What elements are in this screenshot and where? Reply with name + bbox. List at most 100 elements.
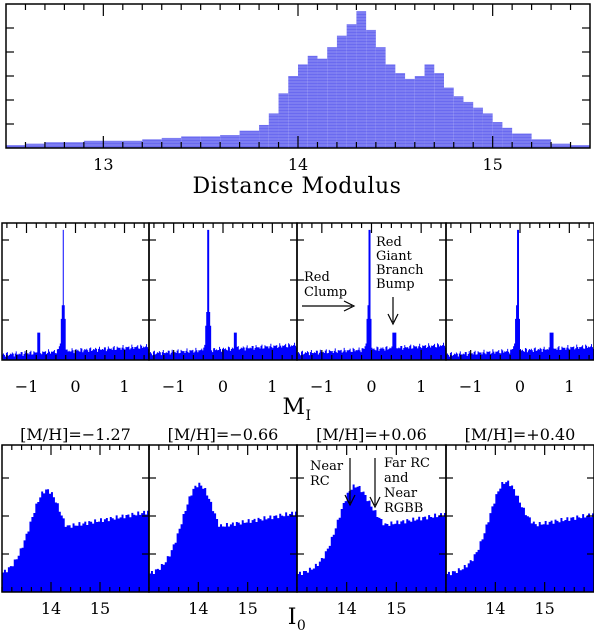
top-bar (434, 73, 444, 148)
metallicity-title: [M/H]=−0.66 (168, 425, 279, 444)
top-bar (239, 130, 260, 148)
mi-panel-3: −1 0 1 (296, 222, 447, 396)
i0-histogram-row: [M/H]=−1.27 14 15 [M/H]=−0.66 14 15 [M/H]=+0.0… (1, 425, 594, 618)
i0-histogram (2, 489, 149, 592)
top-bar (317, 58, 328, 148)
red-clump-arrowhead (343, 300, 356, 312)
top-bar (25, 143, 45, 148)
top-histogram-panel: 13 14 15 Distance Modulus (5, 3, 591, 199)
mi-histogram (297, 229, 446, 360)
x-tick-label: 14 (188, 599, 208, 618)
x-tick-label: 1 (119, 377, 129, 396)
near-rc-label: Near (310, 459, 344, 474)
top-x-tick-label: 13 (93, 155, 113, 174)
top-bar (122, 140, 143, 148)
i0-panel-4: [M/H]=+0.40 14 15 (445, 425, 594, 618)
mi-panel-1: −1 0 1 (1, 222, 150, 396)
rgbb-label: Branch (376, 263, 424, 278)
top-bar (453, 96, 464, 148)
metallicity-title: [M/H]=−1.27 (20, 425, 131, 444)
top-bar (375, 47, 386, 149)
top-bar (220, 135, 240, 148)
x-tick-label: −1 (459, 377, 483, 396)
red-clump-label: Clump (304, 285, 347, 300)
top-bar (366, 29, 376, 149)
x-tick-label: 0 (218, 377, 228, 396)
top-bar (531, 139, 552, 148)
top-x-tick-label: 14 (288, 155, 308, 174)
x-tick-label: −1 (310, 377, 334, 396)
x-tick-label: 1 (564, 377, 574, 396)
x-tick-label: 14 (336, 599, 356, 618)
x-tick-label: 0 (70, 377, 80, 396)
top-bar (161, 137, 182, 148)
top-ticks: 13 14 15 (6, 4, 590, 174)
x-tick-label: 15 (90, 599, 110, 618)
top-bar (327, 47, 337, 149)
x-tick-label: 0 (515, 377, 525, 396)
rgbb-label: Red (376, 235, 402, 250)
top-bar (482, 113, 493, 148)
mi-histogram-row: −1 0 1 −1 0 1 −1 0 1 −1 0 1RedClumpRedGiantBranchBu… (1, 222, 594, 396)
top-bar (551, 143, 571, 148)
x-tick-label: −1 (15, 377, 39, 396)
top-bar (268, 113, 279, 148)
top-bar (103, 140, 123, 148)
x-tick-label: 1 (267, 377, 277, 396)
top-bar (83, 140, 104, 148)
top-x-axis-label: Distance Modulus (193, 174, 402, 199)
top-bar (259, 124, 269, 148)
top-bar (405, 78, 415, 148)
top-bar (346, 24, 357, 148)
top-x-tick-label: 15 (482, 155, 502, 174)
top-bar (570, 145, 590, 148)
mi-histogram (446, 229, 594, 360)
red-clump-label: Red (304, 270, 330, 285)
top-bar (395, 73, 406, 148)
i0-axis-label: I0 (288, 605, 307, 630)
metallicity-title: [M/H]=+0.40 (465, 425, 576, 444)
top-bar (463, 101, 474, 148)
top-bar (278, 93, 289, 148)
top-bar (502, 127, 513, 148)
top-histogram-bars (6, 6, 590, 149)
x-tick-label: −1 (162, 377, 186, 396)
i0-histogram (446, 480, 594, 592)
mi-panel-4: −1 0 1 (445, 222, 594, 396)
i0-panel-1: [M/H]=−1.27 14 15 (1, 425, 150, 618)
mi-panel-2: −1 0 1 (148, 222, 298, 396)
rgbb-label: Giant (376, 249, 413, 264)
top-bar (142, 139, 162, 148)
mi-histogram (149, 229, 297, 360)
far-rc-label: and (384, 471, 408, 486)
far-rc-label: Near (384, 486, 418, 501)
mi-axis-label: MI (282, 395, 311, 424)
top-bar (6, 145, 26, 148)
metallicity-title: [M/H]=+0.06 (316, 425, 427, 444)
x-tick-label: 14 (485, 599, 505, 618)
top-bar (512, 133, 532, 148)
i0-panel-3: [M/H]=+0.06 14 15 (296, 425, 447, 618)
rgbb-label: Bump (376, 277, 415, 292)
far-rc-arrowhead (369, 496, 381, 509)
far-rc-label: RGBB (384, 501, 423, 516)
top-bar (492, 122, 503, 148)
i0-histogram (149, 482, 297, 592)
rgbb-arrowhead (387, 313, 399, 326)
x-tick-label: 14 (41, 599, 61, 618)
top-bar (307, 55, 318, 149)
x-tick-label: 15 (237, 599, 257, 618)
top-bar (336, 35, 347, 148)
far-rc-label: Far RC (384, 456, 430, 471)
mi-histogram (2, 229, 149, 360)
top-bar (356, 11, 367, 149)
mi-panel-frame (148, 222, 298, 361)
near-rc-arrowhead (344, 494, 356, 507)
top-bar (473, 107, 483, 148)
mi-panel-frame (1, 222, 150, 361)
i0-panel-2: [M/H]=−0.66 14 15 (148, 425, 298, 618)
near-rc-label: RC (310, 474, 330, 489)
